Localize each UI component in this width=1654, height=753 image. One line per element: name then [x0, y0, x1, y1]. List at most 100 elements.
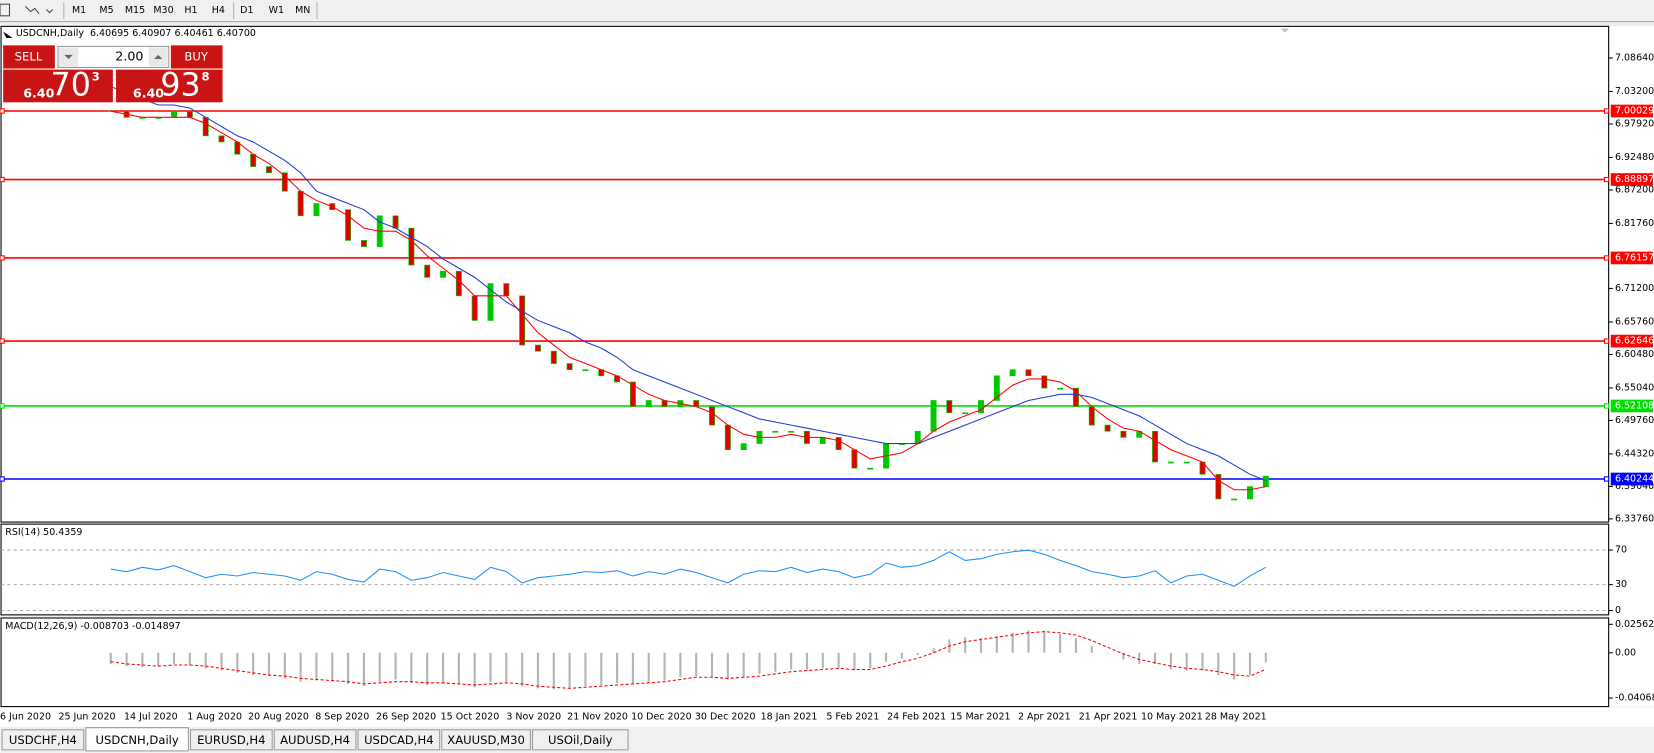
candle	[297, 190, 304, 217]
level-label: 6.76157	[1615, 252, 1654, 263]
x-tick-label: 8 Sep 2020	[315, 712, 369, 723]
macd-bar	[1090, 646, 1093, 653]
candle	[851, 449, 858, 469]
macd-bar	[600, 652, 603, 686]
level-label-bg	[1610, 399, 1653, 413]
macd-bar	[236, 652, 239, 673]
macd-bar	[900, 652, 903, 659]
timeframe-button[interactable]: MN	[295, 5, 310, 16]
candle	[629, 381, 636, 407]
timeframe-button[interactable]: M15	[125, 5, 145, 16]
x-tick-label: 21 Apr 2021	[1079, 712, 1138, 723]
macd-bar	[695, 652, 698, 677]
candle	[519, 295, 526, 346]
macd-bar	[1027, 630, 1030, 653]
timeframe-button[interactable]: M1	[72, 5, 86, 16]
level-label: 7.00029	[1615, 106, 1654, 117]
macd-bar	[141, 652, 144, 668]
timeframe-button[interactable]: H1	[184, 5, 197, 16]
timeframe-button[interactable]: M30	[153, 5, 173, 16]
bid-box[interactable]	[3, 69, 113, 103]
candle	[645, 400, 652, 407]
tab[interactable]	[189, 729, 273, 751]
macd-bar	[1122, 652, 1125, 660]
x-tick-label: 20 Aug 2020	[248, 712, 309, 723]
macd-bar	[1154, 652, 1157, 664]
macd-bar	[679, 652, 682, 678]
macd-bar	[125, 652, 128, 667]
x-tick-label: 15 Oct 2020	[441, 712, 500, 723]
macd-bar	[710, 652, 714, 678]
x-tick-label: 6 Jun 2020	[0, 712, 51, 723]
bid-pips: 70	[51, 67, 91, 103]
candle	[171, 110, 178, 118]
candle	[978, 400, 984, 414]
tab-label[interactable]: USOil,Daily	[548, 733, 613, 747]
macd-bar	[394, 652, 397, 680]
y-tick-label: 6.65760	[1615, 316, 1654, 327]
macd-bar	[204, 652, 207, 669]
tab-label[interactable]: USDCNH,Daily	[95, 733, 178, 747]
candle	[424, 264, 431, 278]
tab[interactable]	[357, 729, 441, 751]
main-panel	[0, 25, 1610, 523]
buy-button[interactable]	[170, 45, 223, 69]
macd-bar	[410, 652, 413, 683]
buy-label[interactable]: BUY	[184, 49, 208, 63]
macd-bar	[1106, 652, 1109, 654]
x-tick-label: 26 Sep 2020	[376, 712, 436, 723]
y-tick-label: 6.49760	[1615, 415, 1654, 426]
toolbar-icon[interactable]	[0, 3, 11, 17]
chart-icon	[3, 31, 13, 38]
candle	[1167, 461, 1174, 464]
macd-bar	[758, 652, 761, 674]
tab-label[interactable]: USDCAD,H4	[364, 733, 434, 747]
x-tick-label: 15 Mar 2021	[950, 712, 1010, 723]
candle	[1120, 430, 1127, 438]
macd-bar	[821, 652, 824, 669]
candle	[930, 400, 937, 432]
macd-signal	[110, 631, 1267, 689]
macd-bar	[616, 652, 619, 683]
tab-label[interactable]: XAUUSD,M30	[447, 733, 525, 747]
candle	[1183, 461, 1190, 464]
y-tick-label: 30	[1615, 579, 1627, 590]
level-label-bg	[1610, 472, 1653, 486]
level-label: 6.40244	[1615, 473, 1654, 484]
toolbar-icon[interactable]	[24, 5, 54, 15]
ask-box[interactable]	[116, 69, 223, 103]
macd-bar	[663, 652, 666, 681]
timeframe-button[interactable]: H4	[212, 5, 225, 16]
tab[interactable]	[531, 729, 629, 751]
ma-slow	[110, 86, 1267, 481]
tab[interactable]	[1, 729, 85, 751]
macd-bar	[1138, 652, 1141, 664]
level-handle	[0, 255, 5, 261]
macd-bar	[1011, 632, 1014, 653]
tab-label[interactable]: EURUSD,H4	[197, 733, 265, 747]
macd-bar	[837, 652, 840, 669]
lot-input[interactable]	[57, 45, 170, 69]
tab-label[interactable]: USDCHF,H4	[9, 733, 77, 747]
chart-title: USDCNH,Daily 6.40695 6.40907 6.40461 6.4…	[16, 28, 256, 39]
rsi-line	[110, 549, 1267, 587]
lot-value[interactable]: 2.00	[115, 48, 143, 63]
timeframe-button[interactable]: M5	[99, 5, 113, 16]
sell-label[interactable]: SELL	[15, 49, 43, 63]
macd-panel	[0, 617, 1610, 708]
tab[interactable]	[85, 727, 189, 752]
tab[interactable]	[441, 729, 531, 751]
macd-bar	[378, 652, 381, 682]
x-tick-label: 3 Nov 2020	[506, 712, 561, 723]
macd-bar	[521, 652, 524, 687]
tab[interactable]	[273, 729, 357, 751]
candle	[471, 295, 478, 321]
candle	[1262, 475, 1269, 487]
macd-bar	[220, 652, 223, 671]
timeframe-button[interactable]: W1	[269, 5, 284, 16]
sell-button[interactable]	[3, 45, 55, 69]
tab-label[interactable]: AUDUSD,H4	[280, 733, 350, 747]
rsi-panel	[0, 523, 1610, 616]
timeframe-button[interactable]: D1	[240, 5, 253, 16]
candle	[1231, 498, 1238, 501]
